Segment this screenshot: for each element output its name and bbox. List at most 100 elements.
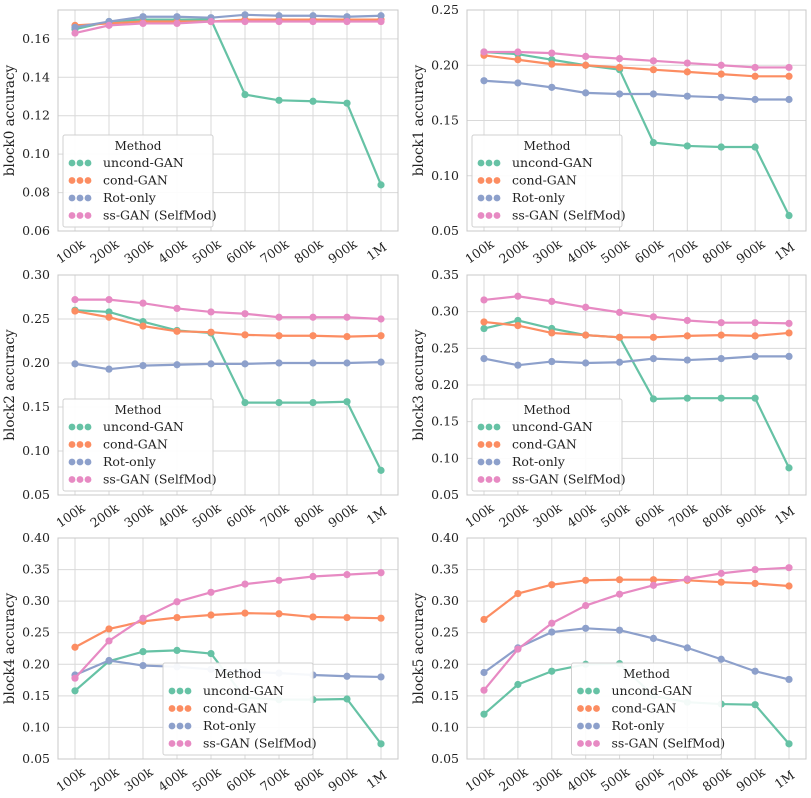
data-point	[582, 303, 590, 311]
data-point	[309, 332, 317, 340]
series-line-2	[483, 355, 789, 367]
data-point	[683, 332, 691, 340]
data-point	[105, 656, 113, 665]
legend-marker	[68, 177, 76, 184]
data-point	[582, 624, 590, 632]
data-point	[173, 304, 181, 313]
y-tick-label: 0.10	[431, 450, 459, 465]
y-tick-label: 0.16	[22, 31, 50, 46]
data-point	[751, 319, 759, 327]
legend-marker	[184, 687, 192, 695]
legend: Method uncond-GAN cond-GAN Rot-only ss-GAN (…	[62, 134, 217, 228]
y-tick-label: 0.05	[431, 223, 459, 238]
data-point	[309, 313, 317, 321]
data-point	[207, 649, 215, 658]
data-point	[514, 322, 522, 330]
data-point	[785, 740, 793, 748]
data-point	[207, 360, 215, 368]
legend-marker	[68, 476, 76, 483]
legend-marker	[585, 722, 592, 730]
data-point	[377, 614, 385, 622]
data-point	[241, 17, 249, 26]
x-tick-label: 400k	[155, 500, 190, 531]
series-line-3	[74, 20, 381, 35]
data-point	[785, 675, 793, 684]
legend-marker	[593, 722, 600, 730]
series-line-3	[75, 298, 382, 321]
legend-marker	[493, 159, 501, 167]
legend: Method uncond-GAN cond-GAN Rot-only ss-GAN (…	[471, 398, 626, 492]
legend-entry: Rot-only	[103, 190, 157, 205]
legend-box	[62, 398, 214, 492]
x-tick-label: 500k	[598, 764, 633, 795]
y-tick-label: 0.20	[431, 377, 459, 392]
x-tick-label: 500k	[598, 500, 633, 531]
y-tick-label: 0.14	[22, 69, 50, 84]
data-point	[275, 399, 283, 407]
x-tick-label: 200k	[87, 500, 122, 531]
data-point	[139, 13, 147, 21]
legend-entry: uncond-GAN	[612, 683, 693, 698]
data-point	[275, 313, 283, 321]
data-point	[717, 578, 725, 586]
data-point	[615, 55, 624, 63]
y-axis-label: block4 accuracy	[2, 592, 18, 704]
subplot-1: 0.05 0.10 0.15 0.20 0.25 100k 200k 300k 400k 500k…	[411, 2, 807, 267]
y-tick-label: 0.10	[431, 719, 459, 734]
data-point	[615, 590, 624, 598]
x-tick-label: 800k	[699, 764, 734, 795]
data-point	[241, 11, 249, 19]
data-point	[751, 332, 759, 340]
x-tick-label: 800k	[699, 236, 734, 267]
legend-marker	[485, 177, 493, 184]
legend-marker	[493, 458, 501, 466]
x-tick-label: 600k	[223, 764, 258, 795]
data-point	[582, 601, 590, 610]
data-point	[173, 19, 181, 28]
data-point	[785, 582, 793, 590]
data-point	[548, 60, 556, 68]
x-tick-label: 800k	[291, 764, 326, 795]
legend-marker	[485, 441, 493, 448]
x-tick-label: 700k	[257, 764, 292, 795]
data-point	[139, 299, 147, 307]
y-tick-label: 0.30	[431, 593, 459, 608]
plot-frame	[57, 9, 399, 232]
legend-marker	[493, 476, 501, 483]
legend-marker	[84, 177, 92, 184]
series-line-1	[483, 320, 790, 339]
series-line-1	[483, 578, 790, 621]
plot-frame	[466, 274, 807, 496]
legend-marker	[84, 458, 92, 466]
data-point	[717, 569, 725, 577]
data-point	[71, 674, 79, 682]
plot-frame	[57, 537, 399, 760]
data-point	[105, 637, 113, 645]
legend-title: Method	[623, 667, 670, 681]
data-point	[717, 355, 725, 363]
data-point	[683, 316, 691, 325]
data-point	[71, 29, 79, 37]
x-tick-label: 500k	[598, 236, 633, 267]
series-line-1	[74, 309, 382, 338]
data-point	[548, 49, 556, 57]
x-tick-label: 900k	[325, 236, 360, 267]
legend-marker	[84, 159, 92, 167]
data-point	[514, 48, 522, 56]
x-tick-label: 200k	[496, 500, 531, 531]
data-point	[105, 308, 113, 316]
data-point	[717, 394, 725, 402]
data-point	[377, 12, 385, 20]
x-tick-label: 400k	[564, 500, 599, 531]
legend-marker	[485, 423, 493, 431]
legend-title: Method	[215, 667, 262, 681]
data-point	[71, 23, 79, 31]
y-tick-label: 0.25	[22, 625, 50, 640]
x-tick-label: 100k	[462, 764, 497, 795]
data-point	[309, 97, 317, 105]
legend-entry: Rot-only	[612, 718, 666, 733]
legend: Method uncond-GAN cond-GAN Rot-only ss-GAN (…	[571, 662, 725, 756]
legend-marker	[68, 194, 76, 202]
data-point	[582, 576, 590, 584]
data-point	[343, 571, 351, 579]
